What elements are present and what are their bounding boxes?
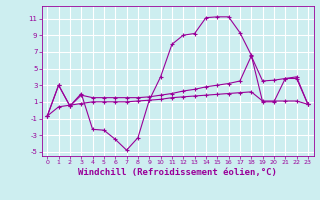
X-axis label: Windchill (Refroidissement éolien,°C): Windchill (Refroidissement éolien,°C) [78,168,277,177]
